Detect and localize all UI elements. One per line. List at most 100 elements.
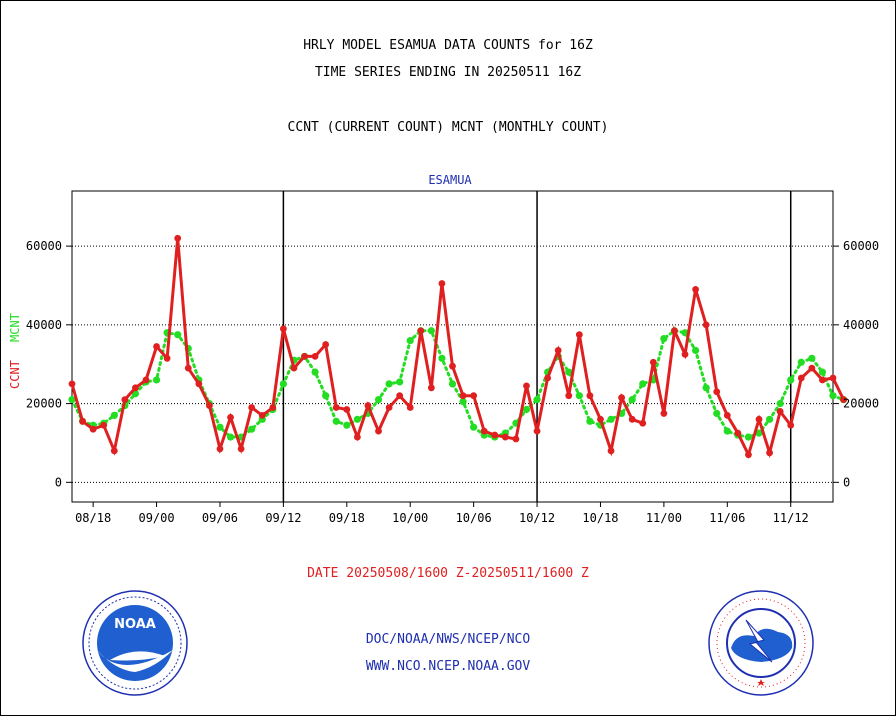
ccnt-point [681, 350, 689, 358]
ccnt-point [745, 451, 752, 459]
ccnt-point [639, 419, 647, 427]
ccnt-point [206, 402, 213, 409]
mcnt-point [765, 415, 774, 423]
mcnt-point [374, 396, 383, 404]
ccnt-point [142, 376, 150, 384]
mcnt-point [322, 392, 330, 400]
mcnt-point [575, 392, 583, 400]
ccnt-point [512, 435, 520, 443]
ccnt-point [607, 447, 615, 455]
ccnt-point [375, 427, 382, 435]
ccnt-point [110, 447, 118, 455]
ccnt-point [343, 406, 351, 413]
ccnt-point [184, 364, 192, 372]
xtick-label: 11/06 [709, 511, 745, 525]
mcnt-point [110, 411, 118, 419]
ccnt-point [269, 404, 277, 411]
series-ccnt-line [70, 238, 845, 459]
mcnt-point [152, 376, 161, 384]
ccnt-point [597, 415, 604, 423]
xtick-label: 10/18 [582, 511, 618, 525]
ccnt-point [121, 396, 129, 404]
ccnt-point [248, 404, 256, 411]
ccnt-point [279, 325, 287, 333]
grid-layer [72, 191, 833, 502]
ccnt-point [427, 384, 435, 392]
ccnt-point [237, 445, 245, 453]
ccnt-point [575, 331, 583, 339]
mcnt-point [396, 378, 404, 386]
mcnt-point [829, 392, 837, 400]
mcnt-point [797, 358, 805, 366]
ccnt-point [153, 343, 160, 350]
mcnt-point [343, 421, 351, 429]
mcnt-point [311, 368, 319, 376]
ccnt-point [459, 392, 467, 400]
ccnt-point [163, 354, 171, 362]
mcnt-point [744, 433, 753, 441]
ccnt-point [79, 417, 86, 425]
ccnt-point [766, 449, 773, 457]
ccnt-point [417, 327, 425, 335]
mcnt-point [755, 429, 763, 437]
mcnt-point [174, 331, 182, 339]
ccnt-point [723, 411, 731, 419]
ccnt-point [628, 415, 636, 423]
ccnt-point [174, 234, 182, 242]
ccnt-point [89, 425, 97, 433]
ccnt-point [692, 286, 699, 293]
plot-title: ESAMUA [428, 173, 472, 187]
ccnt-point [618, 394, 626, 402]
mcnt-point [818, 368, 827, 376]
ccnt-point [829, 374, 837, 382]
ytick-label-right: 40000 [843, 318, 879, 332]
ccnt-point [776, 408, 784, 415]
mcnt-point [438, 354, 446, 362]
ccnt-point [68, 380, 76, 388]
ccnt-point [353, 433, 361, 441]
ytick-label-right: 20000 [843, 397, 879, 411]
mcnt-point [226, 433, 235, 441]
mcnt-point [427, 327, 435, 335]
mcnt-point [586, 417, 594, 425]
xtick-label: 09/18 [329, 511, 365, 525]
xtick-label: 11/00 [646, 511, 682, 525]
ccnt-point [132, 384, 139, 392]
mcnt-point [353, 415, 361, 423]
ccnt-point [808, 364, 816, 372]
ytick-label-left: 60000 [26, 239, 62, 253]
ccnt-point [702, 321, 710, 329]
ccnt-point [840, 396, 847, 404]
ylabel-ccnt: CCNT [8, 360, 22, 389]
ytick-label-left: 20000 [26, 397, 62, 411]
ccnt-point [216, 445, 224, 453]
ccnt-point [660, 410, 668, 417]
mcnt-point [522, 405, 531, 414]
org-link[interactable]: DOC/NOAA/NWS/NCEP/NCO [365, 632, 531, 647]
xtick-label: 09/06 [202, 511, 238, 525]
ccnt-point [501, 433, 509, 441]
mcnt-point [216, 423, 224, 431]
ccnt-point [480, 427, 488, 435]
ytick-label-left: 40000 [26, 318, 62, 332]
ccnt-point [195, 380, 203, 388]
xtick-label: 10/12 [519, 511, 555, 525]
website-link[interactable]: WWW.NCO.NCEP.NOAA.GOV [365, 659, 531, 674]
ccnt-point [100, 421, 108, 429]
ccnt-point [406, 404, 414, 411]
xtick-label: 10/06 [456, 511, 492, 525]
xtick-label: 08/18 [75, 511, 111, 525]
ccnt-point [227, 413, 234, 421]
ccnt-point [713, 388, 721, 396]
ccnt-point [364, 402, 372, 409]
noaa-logo-text: NOAA [114, 617, 156, 632]
mcnt-point [787, 376, 795, 384]
xtick-label: 11/12 [773, 511, 809, 525]
ccnt-point [544, 374, 552, 382]
ccnt-point [290, 364, 298, 372]
mcnt-point [660, 335, 668, 343]
mcnt-point [713, 409, 721, 418]
chart-title: HRLY MODEL ESAMUA DATA COUNTS for 16Z [303, 38, 593, 53]
axis-layer: 0 0 20000 20000 40000 40000 60000 60000 08/18 09/… [26, 239, 879, 525]
mcnt-point [385, 380, 393, 388]
